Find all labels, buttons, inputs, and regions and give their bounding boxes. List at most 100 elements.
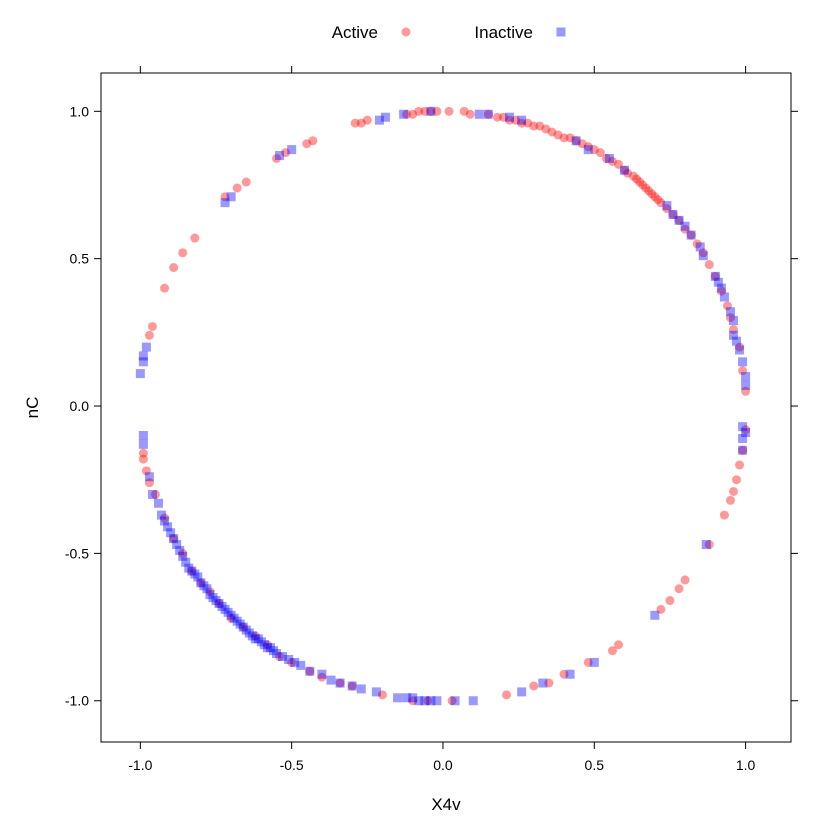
point-inactive bbox=[450, 696, 460, 706]
point-active bbox=[517, 118, 527, 128]
point-active bbox=[147, 321, 157, 331]
point-active bbox=[220, 192, 230, 202]
point-active bbox=[716, 286, 726, 296]
point-active bbox=[499, 112, 508, 122]
point-active bbox=[704, 540, 714, 550]
point-inactive bbox=[680, 221, 690, 231]
point-inactive bbox=[505, 112, 515, 122]
point-inactive bbox=[259, 640, 269, 650]
point-active bbox=[583, 142, 593, 152]
point-active bbox=[144, 330, 154, 340]
point-active bbox=[544, 678, 554, 688]
point-active bbox=[692, 239, 702, 249]
point-inactive bbox=[154, 498, 163, 508]
point-active bbox=[559, 669, 569, 679]
point-inactive bbox=[269, 646, 278, 656]
point-active bbox=[483, 109, 493, 119]
point-active bbox=[317, 672, 327, 682]
point-inactive bbox=[589, 657, 599, 667]
point-active bbox=[662, 204, 672, 214]
point-inactive bbox=[668, 209, 678, 219]
point-active bbox=[725, 313, 735, 323]
point-inactive bbox=[226, 192, 236, 202]
point-inactive bbox=[138, 351, 148, 361]
point-active bbox=[178, 248, 188, 258]
point-active bbox=[432, 106, 442, 116]
point-active bbox=[686, 230, 696, 240]
point-inactive bbox=[166, 528, 176, 538]
point-inactive bbox=[135, 369, 145, 379]
point-inactive bbox=[202, 584, 212, 594]
point-active bbox=[620, 165, 630, 175]
point-inactive bbox=[729, 330, 738, 340]
point-inactive bbox=[265, 643, 275, 653]
point-inactive bbox=[272, 649, 282, 659]
point-active bbox=[553, 130, 563, 140]
point-inactive bbox=[305, 666, 315, 676]
point-inactive bbox=[347, 681, 357, 691]
point-active bbox=[735, 460, 745, 470]
point-inactive bbox=[241, 625, 251, 635]
legend-marker-inactive bbox=[556, 27, 566, 37]
point-inactive bbox=[326, 675, 336, 685]
point-active bbox=[629, 171, 639, 181]
point-inactive bbox=[356, 684, 366, 694]
point-inactive bbox=[205, 590, 215, 600]
point-active bbox=[241, 177, 251, 187]
point-active bbox=[698, 248, 708, 258]
point-active bbox=[423, 696, 433, 706]
point-active bbox=[444, 106, 454, 116]
plot-frame bbox=[100, 72, 792, 743]
point-active bbox=[583, 657, 593, 667]
point-inactive bbox=[296, 660, 306, 670]
point-inactive bbox=[710, 271, 720, 281]
point-active bbox=[601, 153, 611, 163]
point-active bbox=[614, 640, 623, 650]
point-active bbox=[638, 180, 648, 190]
point-active bbox=[272, 153, 282, 163]
point-inactive bbox=[741, 428, 751, 438]
point-inactive bbox=[256, 637, 266, 647]
point-inactive bbox=[138, 439, 148, 449]
point-active bbox=[347, 681, 357, 691]
point-active bbox=[680, 224, 690, 234]
point-active bbox=[308, 136, 318, 146]
point-inactive bbox=[317, 669, 327, 679]
point-inactive bbox=[701, 540, 711, 550]
point-active bbox=[356, 118, 366, 128]
point-active bbox=[674, 584, 684, 594]
point-inactive bbox=[235, 619, 245, 629]
axis-ticks: -1.0 -0.5 0.0 0.5 1.0 -1.0 -0.5 0.0 0.5 1.0 bbox=[65, 66, 798, 773]
point-inactive bbox=[565, 669, 575, 679]
point-active bbox=[138, 454, 148, 464]
point-active bbox=[535, 121, 545, 131]
point-inactive bbox=[371, 687, 381, 697]
point-active bbox=[680, 575, 690, 585]
point-inactive bbox=[226, 610, 236, 620]
point-active bbox=[541, 124, 551, 134]
point-active bbox=[529, 681, 539, 691]
point-active bbox=[607, 156, 617, 166]
point-inactive bbox=[217, 601, 227, 611]
point-inactive bbox=[160, 516, 170, 526]
point-inactive bbox=[650, 610, 660, 620]
point-active bbox=[650, 192, 660, 202]
point-active bbox=[420, 106, 430, 116]
point-active bbox=[350, 118, 360, 128]
point-active bbox=[710, 271, 720, 281]
point-inactive bbox=[729, 316, 738, 326]
point-inactive bbox=[181, 557, 191, 567]
point-active bbox=[160, 283, 170, 293]
point-active bbox=[719, 510, 729, 520]
point-active bbox=[656, 604, 666, 614]
point-inactive bbox=[223, 607, 233, 617]
point-active bbox=[275, 652, 285, 662]
point-inactive bbox=[214, 598, 224, 608]
point-inactive bbox=[247, 631, 257, 641]
point-active bbox=[523, 118, 533, 128]
point-active bbox=[738, 366, 748, 376]
point-inactive bbox=[420, 696, 430, 706]
point-active bbox=[465, 109, 475, 119]
point-inactive bbox=[335, 678, 345, 688]
